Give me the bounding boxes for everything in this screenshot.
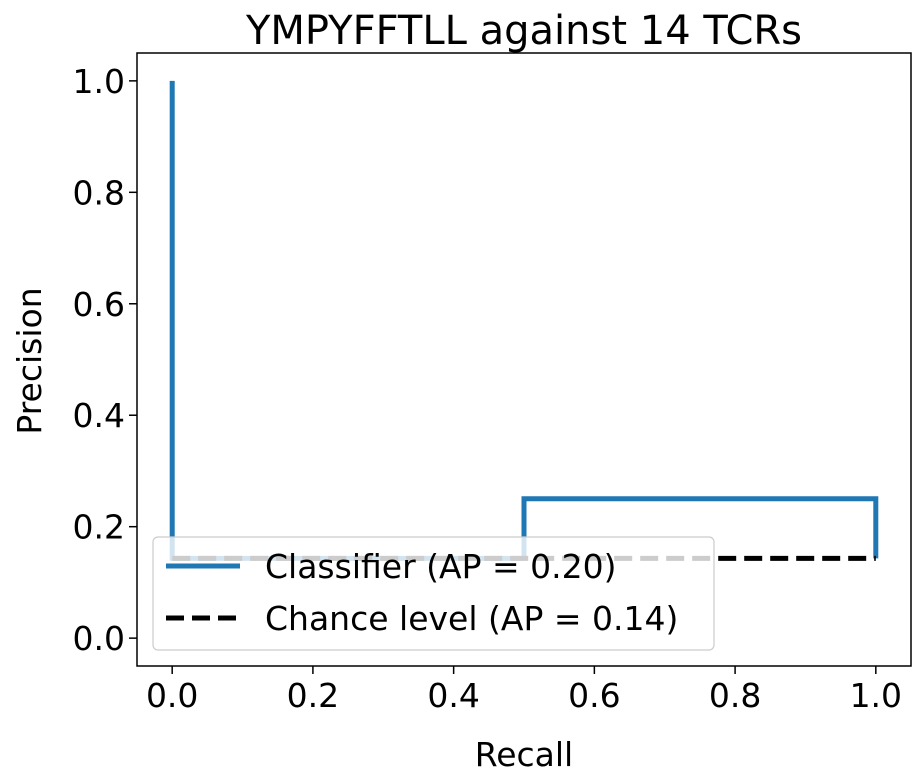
x-tick-label: 0.4	[427, 676, 479, 715]
plot-frame	[136, 52, 912, 667]
y-tick-label: 0.8	[73, 173, 125, 212]
x-tick-label: 0.0	[146, 676, 198, 715]
legend-box	[152, 536, 715, 651]
x-axis-label: Recall	[475, 735, 573, 774]
legend: Classifier (AP = 0.20) Chance level (AP =…	[152, 536, 715, 651]
x-axis-ticks: 0.0 0.2 0.4 0.6 0.8 1.0	[146, 666, 902, 715]
y-tick-label: 0.4	[73, 396, 125, 435]
series-line-0	[169, 80, 879, 561]
chart-title: YMPYFFTLL against 14 TCRs	[245, 8, 802, 54]
legend-label-0: Classifier (AP = 0.20)	[265, 547, 616, 586]
plot-lines	[169, 80, 879, 561]
y-tick-label: 1.0	[73, 62, 125, 101]
x-tick-label: 0.8	[709, 676, 761, 715]
y-tick-label: 0.6	[73, 285, 125, 324]
y-tick-label: 0.0	[73, 619, 125, 658]
x-tick-label: 0.6	[568, 676, 620, 715]
x-tick-label: 1.0	[850, 676, 902, 715]
y-axis-label: Precision	[10, 287, 49, 434]
legend-label-1: Chance level (AP = 0.14)	[265, 599, 678, 638]
y-tick-label: 0.2	[73, 508, 125, 547]
x-tick-label: 0.2	[287, 676, 339, 715]
y-axis-ticks: 0.0 0.2 0.4 0.6 0.8 1.0	[73, 62, 137, 658]
